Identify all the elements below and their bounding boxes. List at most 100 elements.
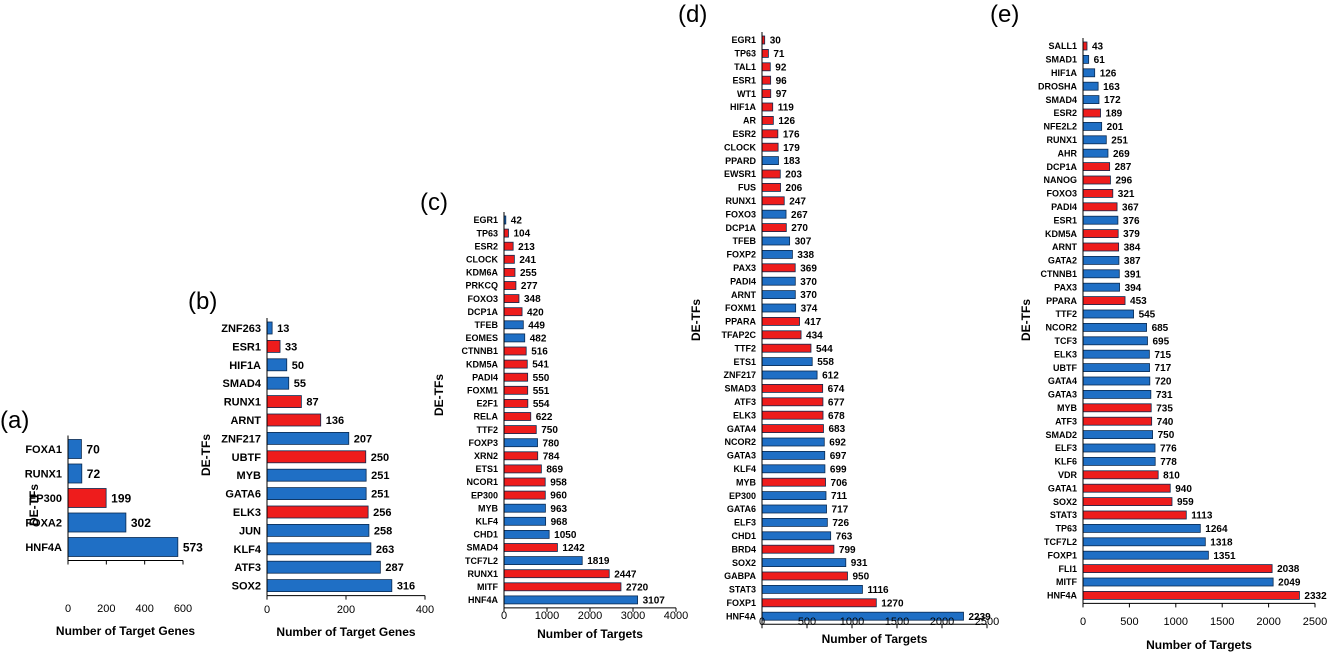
- x-axis-title: Number of Targets: [822, 632, 928, 646]
- bar-gabpa: [761, 571, 848, 581]
- value-label: 92: [775, 62, 787, 73]
- category-label: TAL1: [734, 62, 756, 72]
- bar-smad4: [503, 543, 558, 552]
- x-tick-label: 0: [264, 604, 270, 616]
- category-label: PADI4: [1051, 202, 1077, 212]
- value-label: 726: [832, 518, 849, 529]
- bar-chd1: [503, 530, 550, 539]
- category-label: ESR2: [732, 129, 756, 139]
- category-label: NCOR2: [1045, 323, 1077, 333]
- category-label: EGR1: [731, 35, 756, 45]
- bar-gata2: [1082, 255, 1120, 265]
- value-label: 338: [797, 250, 814, 261]
- value-label: 550: [533, 373, 550, 384]
- category-label: STAT3: [729, 585, 756, 595]
- value-label: 369: [800, 263, 817, 274]
- value-label: 207: [354, 433, 372, 445]
- category-label: TFAP2C: [721, 330, 756, 340]
- value-label: 711: [831, 491, 848, 502]
- category-label: PAX3: [1054, 282, 1077, 292]
- value-label: 551: [533, 386, 550, 397]
- category-label: SMAD2: [1045, 430, 1077, 440]
- value-label: 201: [1107, 122, 1124, 133]
- x-tick-label: 1000: [840, 616, 864, 628]
- category-label: SALL1: [1048, 41, 1077, 51]
- x-tick-label: 2000: [578, 610, 602, 622]
- bar-elf3: [761, 518, 828, 527]
- category-label: HNF4A: [468, 595, 499, 605]
- x-tick-label: 1500: [885, 616, 909, 628]
- category-label: TCF3: [1055, 336, 1078, 346]
- category-label: TCF7L2: [465, 556, 498, 566]
- panel-a: (a) FOXA1 70 RUNX1 72 EP300 199 FOXA2 302 HNF4A 57…: [0, 407, 203, 638]
- bar-clock: [761, 142, 779, 152]
- value-label: 384: [1124, 243, 1141, 254]
- category-label: ZNF263: [221, 323, 261, 335]
- value-label: 269: [1113, 149, 1130, 160]
- category-label: SMAD4: [222, 378, 261, 390]
- bar-runx1: [761, 196, 785, 206]
- category-label: PADI4: [472, 372, 498, 382]
- category-label: DCP1A: [725, 223, 756, 233]
- bar-gata6: [266, 487, 367, 501]
- bar-znf217: [266, 431, 350, 445]
- value-label: 1270: [881, 598, 904, 609]
- bar-ppara: [761, 316, 800, 326]
- category-label: HIF1A: [1051, 68, 1078, 78]
- bar-kdm6a: [503, 267, 516, 277]
- value-label: 379: [1123, 229, 1140, 240]
- bar-ep300: [761, 491, 827, 501]
- bar-smad2: [1082, 430, 1153, 440]
- category-label: GATA3: [727, 451, 756, 461]
- value-label: 1242: [562, 543, 585, 554]
- panel-e: (e) SALL1 43 SMAD1 61 HIF1A 126 DROSHA 163 SMAD4 1…: [990, 1, 1327, 652]
- category-label: GATA4: [727, 424, 756, 434]
- bar-foxm1: [503, 385, 529, 395]
- panel-c: (c) EGR1 42 TP63 104 ESR2 213 CLOCK 241 KDM6A 255 P…: [420, 189, 688, 641]
- value-label: 558: [817, 357, 834, 368]
- category-label: SOX2: [1053, 497, 1077, 507]
- x-tick-label: 400: [416, 604, 434, 616]
- value-label: 179: [783, 143, 800, 154]
- bar-ar: [761, 116, 774, 125]
- value-label: 731: [1156, 390, 1173, 401]
- bar-nanog: [1082, 175, 1111, 185]
- value-label: 316: [397, 581, 415, 593]
- value-label: 72: [87, 467, 101, 481]
- category-label: JUN: [239, 525, 261, 537]
- bar-kdm5a: [503, 359, 528, 369]
- value-label: 2447: [614, 569, 637, 580]
- bar-gata4: [1082, 376, 1151, 386]
- bar-ttf2: [761, 343, 812, 353]
- category-label: ARNT: [1052, 242, 1077, 252]
- category-label: ESR2: [1053, 108, 1077, 118]
- bar-esr2: [761, 129, 779, 139]
- category-label: CLOCK: [466, 255, 498, 265]
- category-label: MYB: [736, 477, 757, 487]
- bar-gata4: [761, 424, 824, 434]
- value-label: 697: [830, 451, 847, 462]
- panel-d: (d) EGR1 30 TP63 71 TAL1 92 ESR1 96 WT1 97 HIF1A 119…: [678, 1, 999, 646]
- bar-ubtf: [1082, 363, 1150, 373]
- bar-atf3: [761, 397, 824, 407]
- category-label: HIF1A: [730, 102, 757, 112]
- bar-gata6: [761, 504, 827, 514]
- bar-myb: [1082, 403, 1152, 413]
- value-label: 554: [533, 399, 550, 410]
- category-label: PPARA: [1046, 296, 1077, 306]
- bar-xrn2: [503, 451, 539, 461]
- value-label: 30: [770, 36, 782, 47]
- value-label: 545: [1139, 310, 1156, 321]
- category-label: MYB: [478, 503, 499, 513]
- value-label: 119: [778, 103, 795, 114]
- category-label: HNF4A: [25, 542, 62, 554]
- value-label: 735: [1156, 403, 1173, 414]
- value-label: 950: [853, 572, 870, 583]
- bar-foxa2: [67, 512, 127, 533]
- value-label: 42: [511, 216, 523, 227]
- category-label: TTF2: [477, 425, 499, 435]
- category-label: XRN2: [474, 451, 498, 461]
- bar-ctnnb1: [1082, 269, 1120, 279]
- bar-runx1: [266, 395, 302, 409]
- bar-elk3: [1082, 349, 1150, 359]
